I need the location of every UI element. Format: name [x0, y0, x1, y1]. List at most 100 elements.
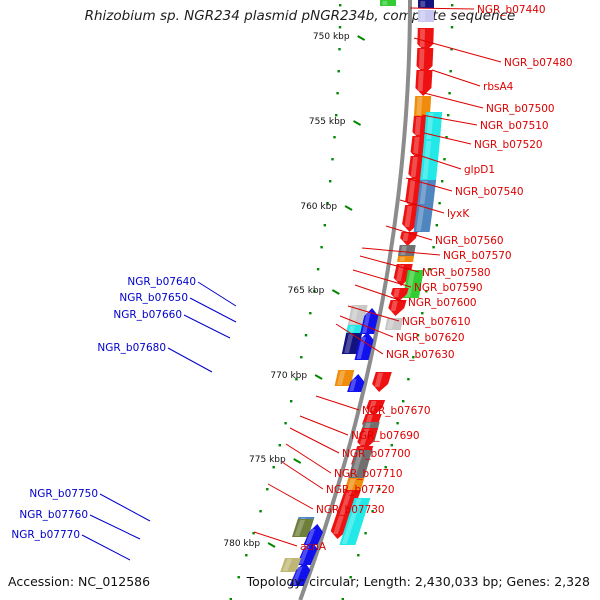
gene-label: NGR_b07620	[396, 332, 465, 344]
gene-label: NGR_b07580	[422, 267, 491, 279]
gene-highlight	[291, 567, 303, 585]
label-leader	[183, 314, 231, 339]
tick-mark	[384, 466, 387, 469]
label-leader	[399, 199, 445, 214]
tick-mark	[421, 312, 424, 315]
gene-feature	[339, 498, 371, 545]
label-leader	[385, 225, 433, 241]
gene-feature	[413, 205, 434, 232]
scale-tick	[267, 542, 276, 548]
gene-highlight	[390, 301, 398, 311]
gene-label: NGR_b07520	[474, 139, 543, 151]
gene-label: NGR_b07650	[119, 292, 188, 304]
gene-feature	[416, 48, 434, 74]
map-title: Rhizobium sp. NGR234 plasmid pNGR234b, c…	[84, 8, 516, 24]
gene-highlight	[418, 49, 425, 69]
tick-mark	[364, 532, 367, 535]
tick-mark	[237, 576, 240, 579]
tick-mark	[272, 466, 275, 469]
tick-mark	[245, 554, 248, 557]
gene-label: NGR_b07760	[19, 509, 88, 521]
gene-highlight	[414, 117, 422, 135]
gene-highlight	[305, 529, 316, 544]
label-leader	[299, 415, 349, 436]
gene-highlight	[422, 141, 432, 179]
gene-label: NGR_b07750	[29, 488, 98, 500]
tick-mark	[252, 532, 255, 535]
gene-feature	[424, 112, 443, 140]
label-leader	[167, 347, 213, 373]
label-leader	[285, 443, 332, 474]
tick-mark	[357, 554, 360, 557]
tick-mark	[290, 400, 293, 403]
accession-text: Accession: NC_012586	[8, 574, 151, 589]
label-leader	[253, 531, 298, 547]
gene-highlight	[337, 371, 346, 385]
scale-label: 750 kbp	[313, 32, 350, 42]
gene-highlight	[419, 29, 425, 47]
label-leader	[411, 152, 462, 170]
gene-highlight	[356, 337, 366, 359]
tick-mark	[349, 576, 352, 579]
tick-mark	[451, 4, 454, 7]
tick-mark	[435, 224, 438, 227]
tick-mark	[320, 246, 323, 249]
label-leader	[423, 92, 484, 109]
tick-mark	[284, 422, 287, 425]
gene-feature	[292, 519, 314, 537]
gene-highlight	[410, 157, 418, 177]
gene-label: NGR_b07510	[480, 120, 549, 132]
gene-highlight	[333, 491, 352, 534]
tick-mark	[300, 356, 303, 359]
label-leader	[359, 255, 420, 273]
tick-mark	[371, 510, 374, 513]
label-leader	[431, 69, 481, 87]
tick-mark	[443, 158, 446, 161]
gene-feature	[347, 374, 365, 392]
tick-mark	[309, 312, 312, 315]
scale-label: 780 kbp	[223, 539, 260, 549]
gene-feature	[296, 541, 318, 565]
topology-summary: Topology: circular; Length: 2,430,033 bp…	[246, 574, 590, 589]
tick-mark	[338, 26, 342, 29]
gene-highlight	[368, 401, 377, 411]
gene-highlight	[404, 206, 413, 227]
gene-feature	[346, 325, 364, 333]
tick-mark	[432, 246, 435, 249]
tick-mark	[329, 180, 332, 183]
gene-feature	[366, 400, 386, 416]
gene-feature	[388, 300, 407, 316]
gene-label: NGR_b07480	[504, 57, 573, 69]
tick-mark	[445, 136, 448, 139]
tick-mark	[412, 356, 415, 359]
gene-highlight	[416, 206, 425, 231]
gene-highlight	[402, 233, 409, 241]
gene-feature	[413, 96, 432, 116]
gene-feature	[348, 450, 373, 478]
gene-feature	[417, 180, 437, 205]
gene-feature	[280, 558, 301, 572]
scale-label: 760 kbp	[300, 202, 337, 212]
scale-tick	[357, 35, 366, 41]
gene-highlight	[399, 257, 406, 261]
gene-label: NGR_b07440	[477, 4, 546, 16]
gene-label: NGR_b07630	[386, 349, 455, 361]
label-leader	[352, 269, 412, 288]
gene-feature	[417, 10, 434, 22]
gene-highlight	[362, 313, 371, 333]
label-leader	[281, 461, 324, 490]
gene-highlight	[393, 289, 400, 297]
gene-label: NGR_b07640	[127, 276, 196, 288]
gene-label: NGR_b07710	[334, 468, 403, 480]
gene-highlight	[396, 265, 404, 281]
gene-feature	[398, 245, 416, 256]
tick-mark	[339, 4, 342, 7]
scale-label: 775 kbp	[249, 455, 286, 465]
tick-mark	[278, 444, 281, 447]
gene-feature	[417, 28, 434, 52]
tick-mark	[313, 290, 316, 293]
tick-mark	[390, 444, 393, 447]
tick-mark	[425, 290, 428, 293]
gene-feature	[334, 370, 355, 386]
